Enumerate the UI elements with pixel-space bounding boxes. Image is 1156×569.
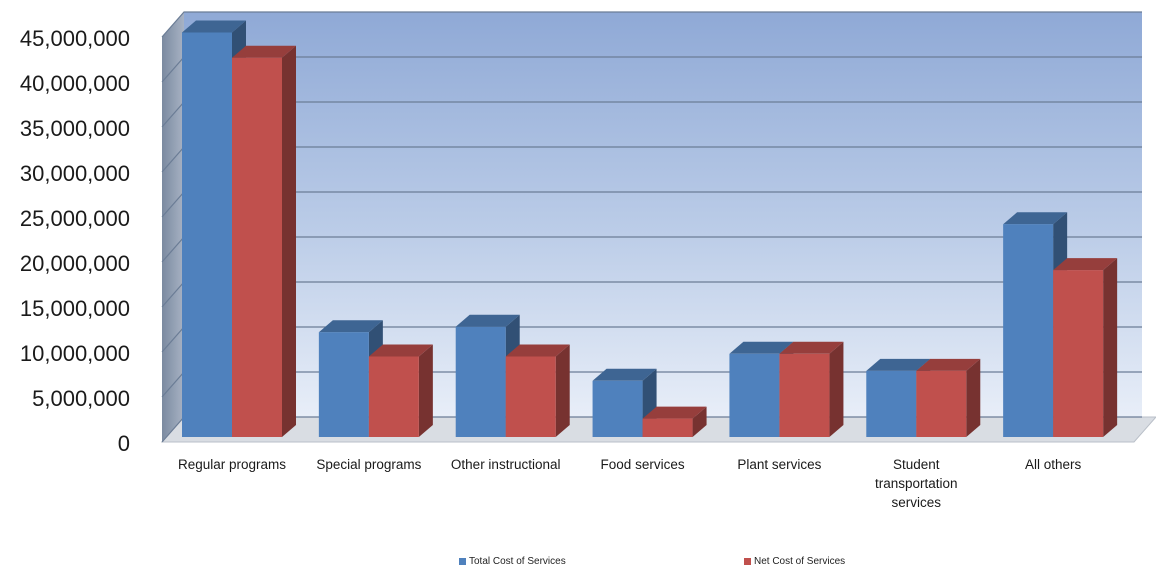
- bar-top: [1053, 258, 1118, 271]
- bar-front: [779, 353, 830, 437]
- y-axis: 0 5,000,000 10,000,000 15,000,000 20,000,000…: [20, 26, 130, 456]
- back-wall: [184, 12, 1142, 417]
- legend-swatch-total: [459, 558, 466, 565]
- bar-front: [182, 32, 232, 437]
- bar-side: [692, 406, 707, 437]
- bar: [368, 344, 433, 437]
- legend-item-total: Total Cost of Services: [459, 556, 566, 567]
- x-tick-label: Plant services: [737, 457, 821, 472]
- y-tick-label: 35,000,000: [20, 116, 130, 141]
- bar-top: [592, 368, 657, 381]
- x-tick-label: services: [892, 495, 942, 510]
- bar-top: [455, 314, 520, 327]
- legend-swatch-net: [744, 558, 751, 565]
- legend-item-net: Net Cost of Services: [744, 556, 845, 567]
- x-axis: Regular programs Special programs Other in…: [178, 457, 1082, 510]
- y-tick-label: 0: [118, 431, 130, 456]
- x-tick-label: Other instructional: [451, 457, 561, 472]
- bar-front: [916, 370, 967, 437]
- bar-side: [1103, 258, 1118, 437]
- bar-top: [368, 344, 433, 357]
- bar-front: [318, 332, 369, 437]
- bar-front: [232, 57, 282, 437]
- y-tick-label: 5,000,000: [32, 386, 130, 411]
- bar-side: [282, 45, 296, 437]
- y-tick-label: 15,000,000: [20, 296, 130, 321]
- bars: [182, 20, 1118, 437]
- legend-label-net: Net Cost of Services: [754, 556, 846, 567]
- y-tick-label: 30,000,000: [20, 161, 130, 186]
- gridline: [161, 11, 1142, 38]
- bar: [1053, 258, 1118, 437]
- bar-front: [455, 326, 506, 437]
- bar: [642, 406, 707, 437]
- bar-side: [829, 341, 844, 437]
- bar: [592, 368, 657, 437]
- legend: Total Cost of Services Net Cost of Servi…: [0, 556, 1156, 568]
- bar-top: [1003, 212, 1068, 225]
- bar-top: [866, 358, 931, 371]
- x-tick-label: Special programs: [316, 457, 421, 472]
- bar-top: [182, 20, 246, 33]
- bar: [232, 45, 296, 437]
- y-tick-label: 20,000,000: [20, 251, 130, 276]
- bar-front: [642, 418, 693, 437]
- bar: [779, 341, 844, 437]
- y-tick-label: 25,000,000: [20, 206, 130, 231]
- bar-side: [418, 344, 433, 437]
- bar-top: [642, 406, 707, 419]
- bar-front: [729, 353, 780, 437]
- bar-side: [966, 358, 981, 437]
- bar: [916, 358, 981, 437]
- x-tick-label: transportation: [875, 476, 958, 491]
- bar-top: [779, 341, 844, 354]
- bar-front: [592, 380, 643, 437]
- bar-front: [368, 356, 419, 437]
- side-wall: [162, 12, 184, 442]
- y-tick-label: 45,000,000: [20, 26, 130, 51]
- bar-front: [1003, 224, 1054, 437]
- bar-front: [505, 356, 556, 437]
- bar-front: [1053, 270, 1104, 437]
- bar-top: [318, 320, 383, 333]
- y-tick-label: 10,000,000: [20, 341, 130, 366]
- bar-top: [729, 341, 794, 354]
- x-tick-label: Regular programs: [178, 457, 286, 472]
- bar-top: [505, 344, 570, 357]
- bar-front: [866, 370, 917, 437]
- bar-side: [555, 344, 570, 437]
- x-tick-label: Student: [893, 457, 940, 472]
- bar-top: [916, 358, 981, 371]
- y-tick-label: 40,000,000: [20, 71, 130, 96]
- bar-top: [232, 45, 296, 58]
- x-tick-label: Food services: [601, 457, 685, 472]
- bar: [505, 344, 570, 437]
- x-tick-label: All others: [1025, 457, 1082, 472]
- legend-label-total: Total Cost of Services: [469, 556, 566, 567]
